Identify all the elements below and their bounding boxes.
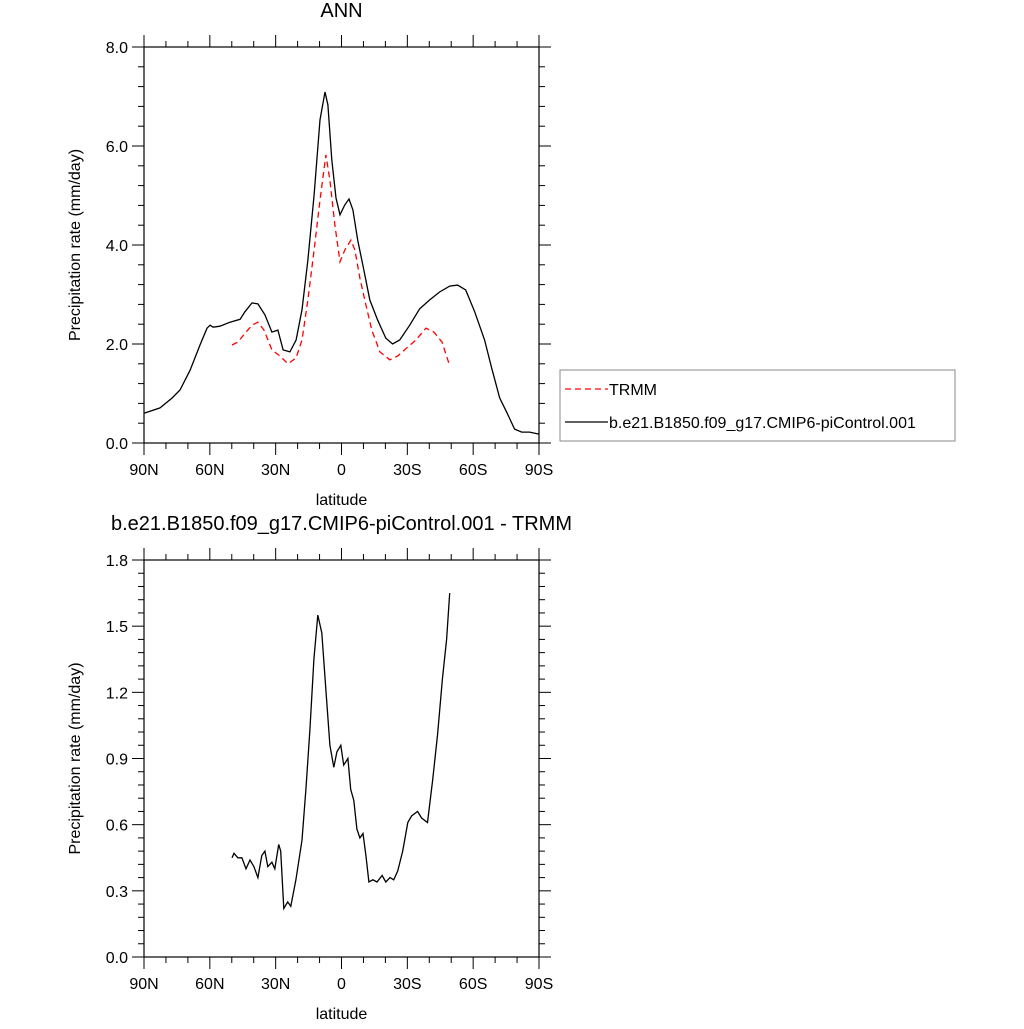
y-axis-label: Precipitation rate (mm/day) [67, 662, 84, 854]
y-axis-label: Precipitation rate (mm/day) [67, 149, 84, 341]
plot-frame [143, 559, 540, 958]
x-tick-label: 90S [525, 976, 553, 993]
x-tick-label: 30N [261, 976, 290, 993]
y-tick-label: 0.6 [106, 818, 128, 835]
y-tick-label: 0.3 [106, 884, 128, 901]
x-tick-label: 90N [129, 462, 158, 479]
y-tick-label: 0.9 [106, 752, 128, 769]
legend-label: b.e21.B1850.f09_g17.CMIP6-piControl.001 [609, 415, 916, 432]
x-axis-label: latitude [316, 1006, 368, 1023]
x-tick-label: 0 [337, 462, 346, 479]
x-tick-label: 60N [195, 976, 224, 993]
y-tick-label: 1.8 [106, 553, 128, 570]
chart-title: ANN [320, 0, 362, 22]
panel: b.e21.B1850.f09_g17.CMIP6-piControl.001 … [67, 513, 572, 1023]
y-tick-label: 6.0 [106, 139, 128, 156]
y-tick-label: 0.0 [106, 436, 128, 453]
data-line [143, 91, 540, 435]
y-tick-label: 4.0 [106, 238, 128, 255]
y-tick-label: 2.0 [106, 337, 128, 354]
panel: ANN latitude Precipitation rate (mm/day) 0.… [67, 0, 956, 509]
legend-label: TRMM [609, 382, 657, 399]
data-line [231, 593, 451, 911]
x-axis-label: latitude [316, 492, 368, 509]
y-tick-label: 1.5 [106, 619, 128, 636]
x-tick-label: 0 [337, 976, 346, 993]
x-tick-label: 60N [195, 462, 224, 479]
x-tick-label: 30N [261, 462, 290, 479]
x-tick-label: 60S [459, 462, 487, 479]
legend: TRMM b.e21.B1850.f09_g17.CMIP6-piControl.… [559, 369, 956, 442]
plot-frame [143, 46, 540, 444]
x-tick-label: 90N [129, 976, 158, 993]
legend-box [559, 369, 956, 442]
x-tick-label: 60S [459, 976, 487, 993]
x-tick-label: 30S [393, 976, 421, 993]
chart-title: b.e21.B1850.f09_g17.CMIP6-piControl.001 … [111, 513, 572, 535]
x-tick-label: 30S [393, 462, 421, 479]
data-line [231, 154, 451, 367]
y-tick-label: 0.0 [106, 950, 128, 967]
y-tick-label: 8.0 [106, 40, 128, 57]
y-tick-label: 1.2 [106, 685, 128, 702]
x-tick-label: 90S [525, 462, 553, 479]
